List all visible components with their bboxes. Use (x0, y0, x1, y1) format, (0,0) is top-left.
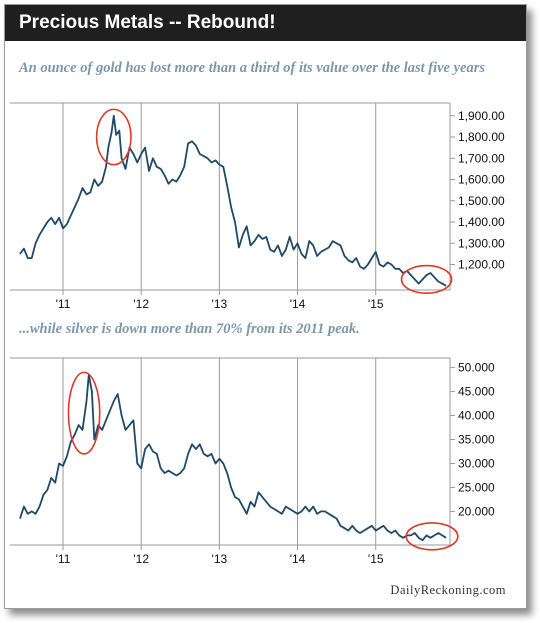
silver-x-tick-label: '13 (212, 552, 228, 566)
gold-y-tick-label: 1,900.00 (458, 109, 505, 123)
silver-price-line (19, 373, 447, 542)
silver-y-tick-label: 40.000 (458, 409, 495, 423)
gold-chart-subtitle: An ounce of gold has lost more than a th… (19, 60, 486, 76)
silver-y-tick-label: 30.000 (458, 456, 495, 470)
silver-x-tick-label: '15 (368, 552, 384, 566)
gold-x-tick-label: '11 (56, 297, 71, 311)
silver-y-tick-label: 20.000 (458, 504, 495, 518)
silver-x-tick-label: '14 (290, 552, 306, 566)
silver-y-tick-label: 45.000 (458, 385, 495, 399)
silver-x-tick-label: '11 (56, 552, 71, 566)
gold-price-line (19, 114, 447, 287)
silver-y-tick-label: 50.000 (458, 361, 495, 375)
gold-highlight-circle (95, 108, 132, 166)
gold-y-tick-label: 1,800.00 (458, 130, 505, 144)
silver-chart-subtitle: ...while silver is down more than 70% fr… (19, 321, 360, 337)
silver-price-chart: 50.000 45.000 40.000 35.000 30.000 25.000 20.0… (10, 357, 495, 566)
silver-highlight-circle (67, 371, 101, 455)
silver-y-tick-label: 25.000 (458, 480, 495, 494)
gold-x-tick-label: '14 (290, 297, 306, 311)
chart-title: Precious Metals -- Rebound! (5, 5, 526, 41)
silver-highlight-circle (405, 522, 459, 551)
gold-y-tick-label: 1,400.00 (458, 215, 505, 229)
gold-x-tick-label: '15 (368, 297, 384, 311)
source-credit: DailyReckoning.com (390, 583, 506, 597)
gold-x-tick-label: '12 (133, 297, 149, 311)
silver-x-tick-label: '12 (133, 552, 149, 566)
chart-card: Precious Metals -- Rebound! An ounce of … (4, 4, 527, 609)
gold-highlight-circle (400, 264, 453, 294)
gold-y-tick-label: 1,300.00 (458, 236, 505, 250)
silver-y-tick-label: 35.000 (458, 433, 495, 447)
gold-x-tick-label: '13 (212, 297, 228, 311)
gold-y-tick-label: 1,200.00 (458, 258, 505, 272)
gold-y-tick-label: 1,700.00 (458, 151, 505, 165)
gold-y-tick-label: 1,500.00 (458, 194, 505, 208)
gold-price-chart: 1,900.00 1,800.00 1,700.00 1,600.00 1,500.00… (10, 102, 505, 311)
gold-y-tick-label: 1,600.00 (458, 173, 505, 187)
